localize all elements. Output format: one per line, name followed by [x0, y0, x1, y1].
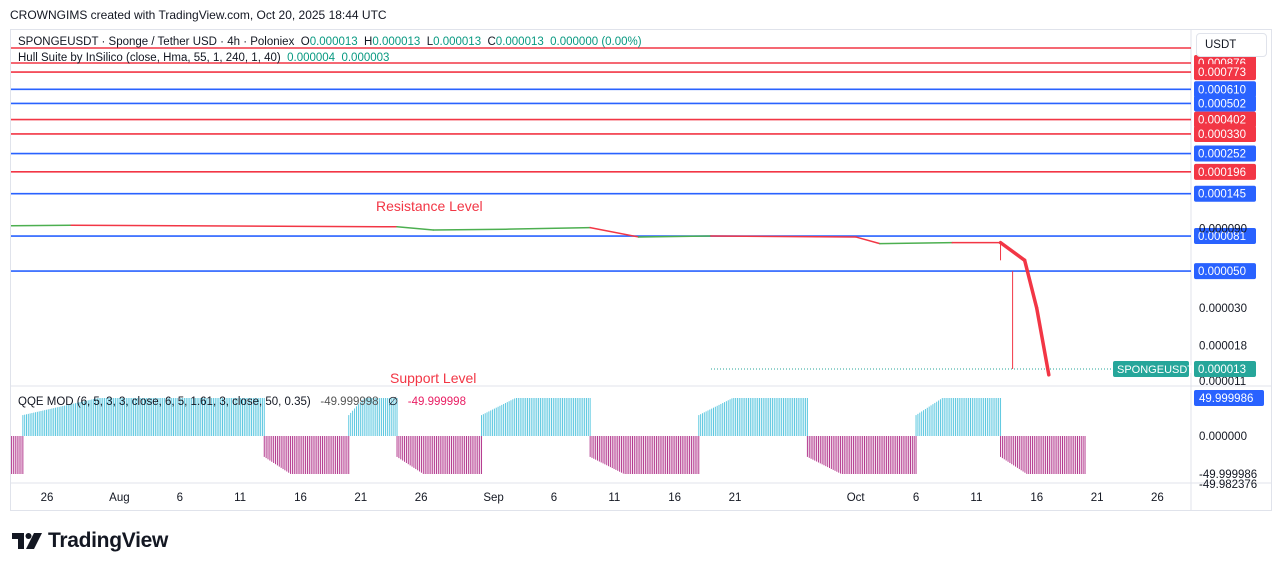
hull-indicator-name: Hull Suite by InSilico (close, Hma, 55, …	[18, 52, 281, 64]
level-price-tag	[1194, 185, 1256, 202]
time-axis-label: 6	[551, 492, 557, 504]
hull-suite-segment	[1034, 306, 1051, 377]
hull-suite-segment	[854, 236, 881, 245]
level-price-tag	[1194, 228, 1256, 245]
price-axis-label: 0.000030	[1199, 303, 1247, 315]
hull-suite-segment	[637, 235, 712, 238]
price-axis-label: 0.000011	[1199, 376, 1246, 388]
qqe-indicator-name: QQE MOD (6, 5, 3, 3, close, 6, 5, 1.61, …	[18, 396, 311, 408]
hull-suite-segment	[1022, 258, 1039, 310]
hull-suite-segment	[504, 226, 591, 230]
hull-suite-segment	[589, 226, 640, 238]
time-axis-label: 11	[608, 492, 620, 504]
hull-suite-segment	[998, 240, 1027, 263]
time-axis-label: 26	[415, 492, 428, 504]
support-annotation: Support Level	[390, 370, 476, 386]
level-price-label: 0.000502	[1198, 98, 1246, 110]
level-price-tag	[1194, 145, 1256, 162]
qqe-axis-label: -49.999986	[1199, 469, 1257, 481]
time-axis-label: 6	[177, 492, 183, 504]
level-price-label: 0.000610	[1198, 84, 1246, 96]
level-price-label: 0.000196	[1198, 167, 1246, 179]
time-axis-label: 16	[1030, 492, 1043, 504]
time-axis-label: 21	[1091, 492, 1104, 504]
high-label: H	[364, 36, 373, 48]
tradingview-logo-icon	[12, 533, 42, 549]
time-axis-label: 11	[970, 492, 982, 504]
hull-suite-segment	[11, 224, 72, 227]
symbol-legend[interactable]: SPONGEUSDT · Sponge / Tether USD · 4h · …	[18, 36, 642, 48]
time-axis-label: 21	[354, 492, 367, 504]
qqe-empty-icon: ∅	[388, 396, 399, 408]
level-price-label: 0.000050	[1198, 266, 1246, 278]
level-price-tag	[1194, 95, 1256, 112]
tradingview-logo: TradingView	[12, 529, 168, 553]
time-axis-label: 6	[913, 492, 919, 504]
qqe-value-2: -49.999998	[407, 396, 466, 408]
level-price-tag	[1194, 263, 1256, 280]
low-value: 0.000013	[433, 36, 482, 48]
hull-suite-segment	[432, 228, 507, 231]
price-axis-label: 0.000018	[1199, 340, 1247, 352]
hull-value-2: 0.000003	[341, 52, 390, 64]
time-axis-label: 26	[41, 492, 54, 504]
time-axis-label: Oct	[847, 492, 866, 504]
high-value: 0.000013	[372, 36, 421, 48]
level-price-label: 0.000773	[1198, 67, 1246, 79]
qqe-axis-label: 49.999986	[1199, 393, 1253, 405]
level-price-label: 0.000402	[1198, 115, 1246, 127]
hull-suite-segment	[70, 224, 398, 228]
time-axis-label: 16	[668, 492, 681, 504]
level-price-label: 0.000330	[1198, 129, 1246, 141]
low-label: L	[426, 36, 434, 48]
qqe-value-1: -49.999998	[320, 396, 379, 408]
qqe-axis-label: 0.000000	[1199, 431, 1247, 443]
qqe-value-tag	[1194, 390, 1264, 406]
time-axis-label: Aug	[109, 492, 129, 504]
level-price-tag	[1194, 125, 1256, 142]
hull-suite-segment	[396, 226, 434, 231]
level-price-tag	[1194, 81, 1256, 98]
symbol-title: SPONGEUSDT · Sponge / Tether USD · 4h · …	[18, 36, 295, 48]
time-axis-label: 16	[294, 492, 307, 504]
chart-credit: CROWNGIMS created with TradingView.com, …	[10, 8, 387, 22]
current-price-tag	[1194, 361, 1256, 377]
open-value: 0.000013	[309, 36, 358, 48]
level-price-label: 0.000145	[1198, 189, 1246, 201]
chart-canvas[interactable]: 0.0008760.0007730.0006100.0005020.000402…	[11, 30, 1271, 510]
time-axis-label: Sep	[483, 492, 503, 504]
current-price-label: 0.000013	[1198, 364, 1246, 376]
level-price-tag	[1194, 64, 1256, 81]
qqe-axis-label: -49.982376	[1199, 479, 1257, 491]
tradingview-logo-text: TradingView	[48, 529, 169, 552]
chart-frame: 0.000876 0.000773 0.000610 0.000502 0.000402…	[10, 29, 1272, 511]
time-axis-label: 26	[1151, 492, 1164, 504]
hull-value-1: 0.000004	[287, 52, 336, 64]
resistance-annotation: Resistance Level	[376, 198, 483, 214]
level-price-tag	[1194, 163, 1256, 180]
level-price-label: 0.000081	[1198, 231, 1246, 243]
currency-unit-selector[interactable]: USDT	[1196, 33, 1267, 57]
level-price-label: 0.000252	[1198, 149, 1246, 161]
hull-suite-segment	[710, 235, 857, 238]
hull-legend[interactable]: Hull Suite by InSilico (close, Hma, 55, …	[18, 52, 389, 64]
time-axis-label: 21	[729, 492, 742, 504]
time-axis-label: 11	[234, 492, 246, 504]
close-value: 0.000013	[495, 36, 544, 48]
open-label: O	[300, 36, 310, 48]
current-symbol-tag	[1113, 361, 1189, 377]
price-axis-label: 0.000090	[1199, 223, 1247, 235]
current-symbol-label: SPONGEUSDT	[1117, 364, 1194, 376]
level-price-tag	[1194, 111, 1256, 128]
change-value: 0.000000 (0.00%)	[550, 36, 642, 48]
close-label: C	[487, 36, 496, 48]
qqe-legend[interactable]: QQE MOD (6, 5, 3, 3, close, 6, 5, 1.61, …	[18, 394, 466, 408]
hull-suite-segment	[879, 241, 953, 245]
